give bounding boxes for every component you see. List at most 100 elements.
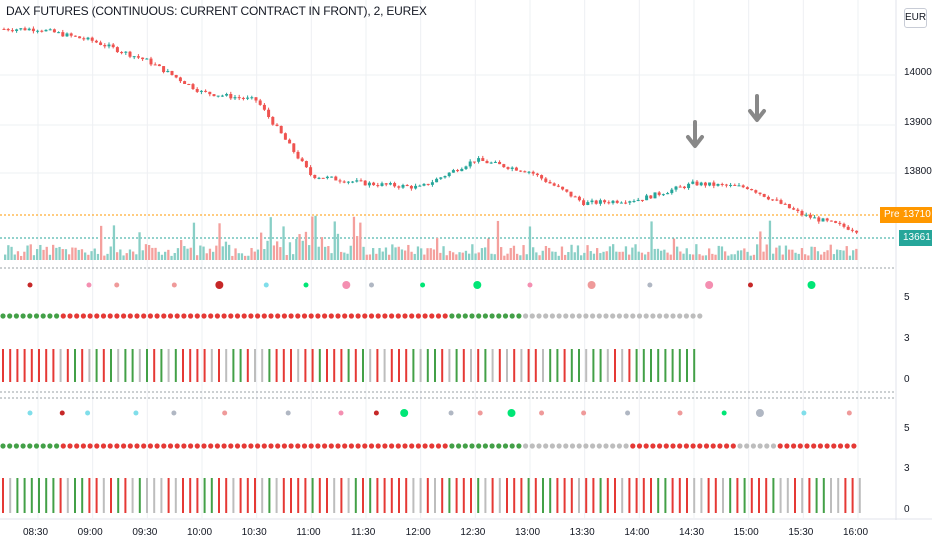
indicator-dot [100, 443, 107, 449]
volume-bar [349, 245, 352, 260]
candle-body [355, 180, 359, 182]
volume-bar [500, 247, 503, 260]
candle-body [695, 181, 699, 186]
indicator-dot [402, 313, 408, 319]
volume-bar [356, 236, 359, 260]
volume-bar [477, 252, 480, 260]
time-tick: 08:30 [23, 527, 49, 538]
volume-bar [487, 238, 490, 260]
volume-bar [74, 247, 77, 260]
volume-bar [199, 245, 202, 260]
volume-bar [573, 252, 576, 260]
indicator-dot [268, 313, 274, 319]
indicator-dot [382, 313, 388, 319]
candle-body [598, 200, 602, 204]
volume-bar [253, 251, 256, 260]
volume-bar [452, 252, 455, 260]
volume-bar [4, 254, 7, 260]
volume-bar [410, 251, 413, 260]
indicator-dot [549, 313, 556, 319]
indicator-dot [147, 313, 153, 319]
signal-dot [647, 282, 653, 288]
volume-bar [615, 251, 618, 260]
indicator-dot [697, 313, 703, 319]
indicator-dot [409, 313, 415, 319]
volume-bar [516, 253, 519, 260]
candle-body [111, 44, 115, 48]
volume-bar [496, 220, 500, 260]
indicator-dot [569, 313, 576, 319]
indicator-dot [13, 443, 19, 449]
candle-body [422, 183, 426, 186]
candle-body [447, 172, 451, 177]
volume-bar [109, 246, 112, 260]
candle-body [670, 189, 674, 194]
indicator-dot [697, 443, 703, 449]
candle-body [464, 166, 468, 169]
indicator-dot [335, 313, 341, 319]
indicator-dot [603, 443, 609, 449]
indicator-dot [188, 313, 194, 319]
candle-body [712, 182, 716, 186]
indicator-dot [791, 443, 797, 449]
time-tick: 14:00 [624, 527, 650, 538]
candle-body [556, 185, 560, 187]
candle-body [846, 226, 850, 230]
indicator-dot [60, 443, 66, 449]
candle-body [78, 36, 82, 39]
candle-body [829, 220, 833, 222]
price-tick: 13900 [904, 117, 932, 128]
indicator-dot [241, 313, 247, 319]
volume-bar [394, 247, 397, 260]
candle-body [225, 93, 229, 96]
candle-body [229, 93, 233, 99]
candle-body [590, 200, 594, 203]
indicator-dot [429, 313, 435, 319]
volume-bar [16, 251, 20, 260]
signal-dot [473, 281, 482, 289]
volume-bar [580, 255, 583, 260]
signal-dot [677, 410, 683, 416]
volume-bar [384, 247, 388, 260]
candle-body [527, 171, 531, 173]
indicator-dot [147, 443, 153, 449]
indicator-dot [496, 313, 502, 319]
currency-button[interactable]: EUR [904, 8, 927, 28]
indicator-dot [348, 313, 354, 319]
down-arrow-icon [686, 120, 704, 148]
volume-bar [602, 251, 605, 260]
signal-dot [477, 410, 483, 416]
indicator-dot [623, 443, 629, 449]
candle-body [519, 170, 523, 172]
indicator-dot [536, 443, 542, 449]
volume-bar [720, 246, 724, 260]
candle-body [514, 167, 518, 171]
candle-body [48, 29, 52, 31]
signal-dot [507, 409, 516, 417]
indicator-dot [462, 313, 468, 319]
volume-bar [132, 251, 135, 260]
volume-bar [154, 247, 157, 260]
indicator-dot [47, 313, 53, 319]
indicator-dot [201, 443, 207, 449]
volume-bar [148, 245, 151, 260]
time-tick: 09:00 [77, 527, 103, 538]
candle-body [552, 183, 556, 186]
indicator-dot [201, 313, 207, 319]
indicator-dot [368, 313, 375, 319]
candle-body [212, 94, 216, 97]
indicator-dot [27, 443, 33, 449]
volume-bar [135, 254, 138, 260]
indicator-dot [610, 443, 616, 449]
indicator-dot [261, 313, 267, 319]
volume-bar [688, 254, 692, 260]
candle-body [745, 187, 749, 190]
volume-bar [666, 252, 669, 260]
indicator-dot [583, 443, 589, 449]
indicator-dot [489, 443, 495, 449]
time-tick: 10:30 [241, 527, 267, 538]
candle-body [325, 176, 329, 179]
volume-bar [839, 250, 842, 260]
